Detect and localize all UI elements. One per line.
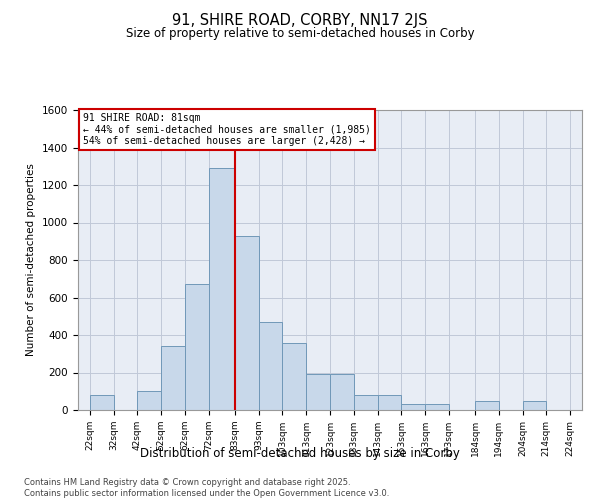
Text: 91, SHIRE ROAD, CORBY, NN17 2JS: 91, SHIRE ROAD, CORBY, NN17 2JS <box>172 12 428 28</box>
Bar <box>475 400 499 410</box>
Bar <box>377 395 401 410</box>
Bar <box>523 400 547 410</box>
Text: 91 SHIRE ROAD: 81sqm
← 44% of semi-detached houses are smaller (1,985)
54% of se: 91 SHIRE ROAD: 81sqm ← 44% of semi-detac… <box>83 113 371 146</box>
Bar <box>209 168 235 410</box>
Bar <box>235 236 259 410</box>
Bar <box>259 322 283 410</box>
Bar <box>161 346 185 410</box>
Bar <box>185 284 209 410</box>
Y-axis label: Number of semi-detached properties: Number of semi-detached properties <box>26 164 37 356</box>
Text: Contains HM Land Registry data © Crown copyright and database right 2025.
Contai: Contains HM Land Registry data © Crown c… <box>24 478 389 498</box>
Bar <box>354 395 377 410</box>
Text: Distribution of semi-detached houses by size in Corby: Distribution of semi-detached houses by … <box>140 448 460 460</box>
Bar <box>401 404 425 410</box>
Text: Size of property relative to semi-detached houses in Corby: Size of property relative to semi-detach… <box>125 28 475 40</box>
Bar <box>330 374 354 410</box>
Bar <box>306 374 330 410</box>
Bar <box>137 391 161 410</box>
Bar <box>283 342 306 410</box>
Bar <box>425 404 449 410</box>
Bar <box>90 395 113 410</box>
